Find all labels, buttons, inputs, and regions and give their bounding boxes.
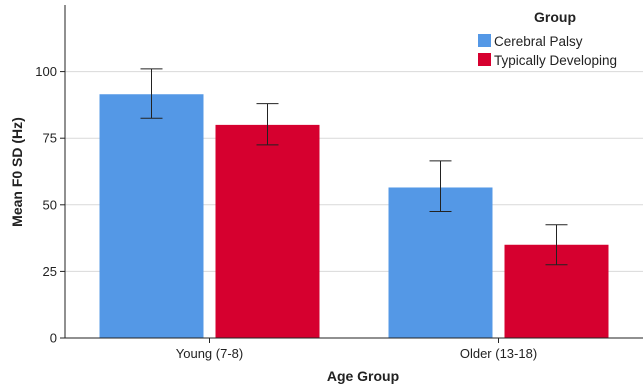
bar-cerebral-palsy-1 bbox=[99, 94, 204, 338]
legend: Group Cerebral Palsy Typically Developin… bbox=[478, 9, 617, 68]
axes: 0 25 50 75 100 Young (7-8) Older (13-18) bbox=[35, 5, 643, 361]
y-axis-title: Mean F0 SD (Hz) bbox=[9, 117, 25, 227]
bars bbox=[99, 94, 609, 338]
y-tick-label-50: 50 bbox=[43, 197, 57, 212]
y-tick-label-75: 75 bbox=[43, 131, 57, 146]
y-tick-label-100: 100 bbox=[35, 64, 57, 79]
legend-swatch-cerebral-palsy bbox=[478, 34, 491, 47]
error-bars bbox=[140, 68, 568, 266]
legend-label-cerebral-palsy: Cerebral Palsy bbox=[494, 34, 583, 49]
legend-title: Group bbox=[534, 9, 576, 25]
x-axis-title: Age Group bbox=[327, 368, 399, 384]
bar-cerebral-palsy-2 bbox=[388, 187, 493, 338]
y-tick-label-25: 25 bbox=[43, 264, 57, 279]
y-tick-label-0: 0 bbox=[50, 331, 57, 346]
legend-label-typically-developing: Typically Developing bbox=[494, 53, 617, 68]
bar-typically-developing-1 bbox=[215, 124, 320, 338]
x-tick-label-1: Young (7-8) bbox=[176, 346, 243, 361]
legend-swatch-typically-developing bbox=[478, 53, 491, 66]
x-tick-label-2: Older (13-18) bbox=[460, 346, 537, 361]
